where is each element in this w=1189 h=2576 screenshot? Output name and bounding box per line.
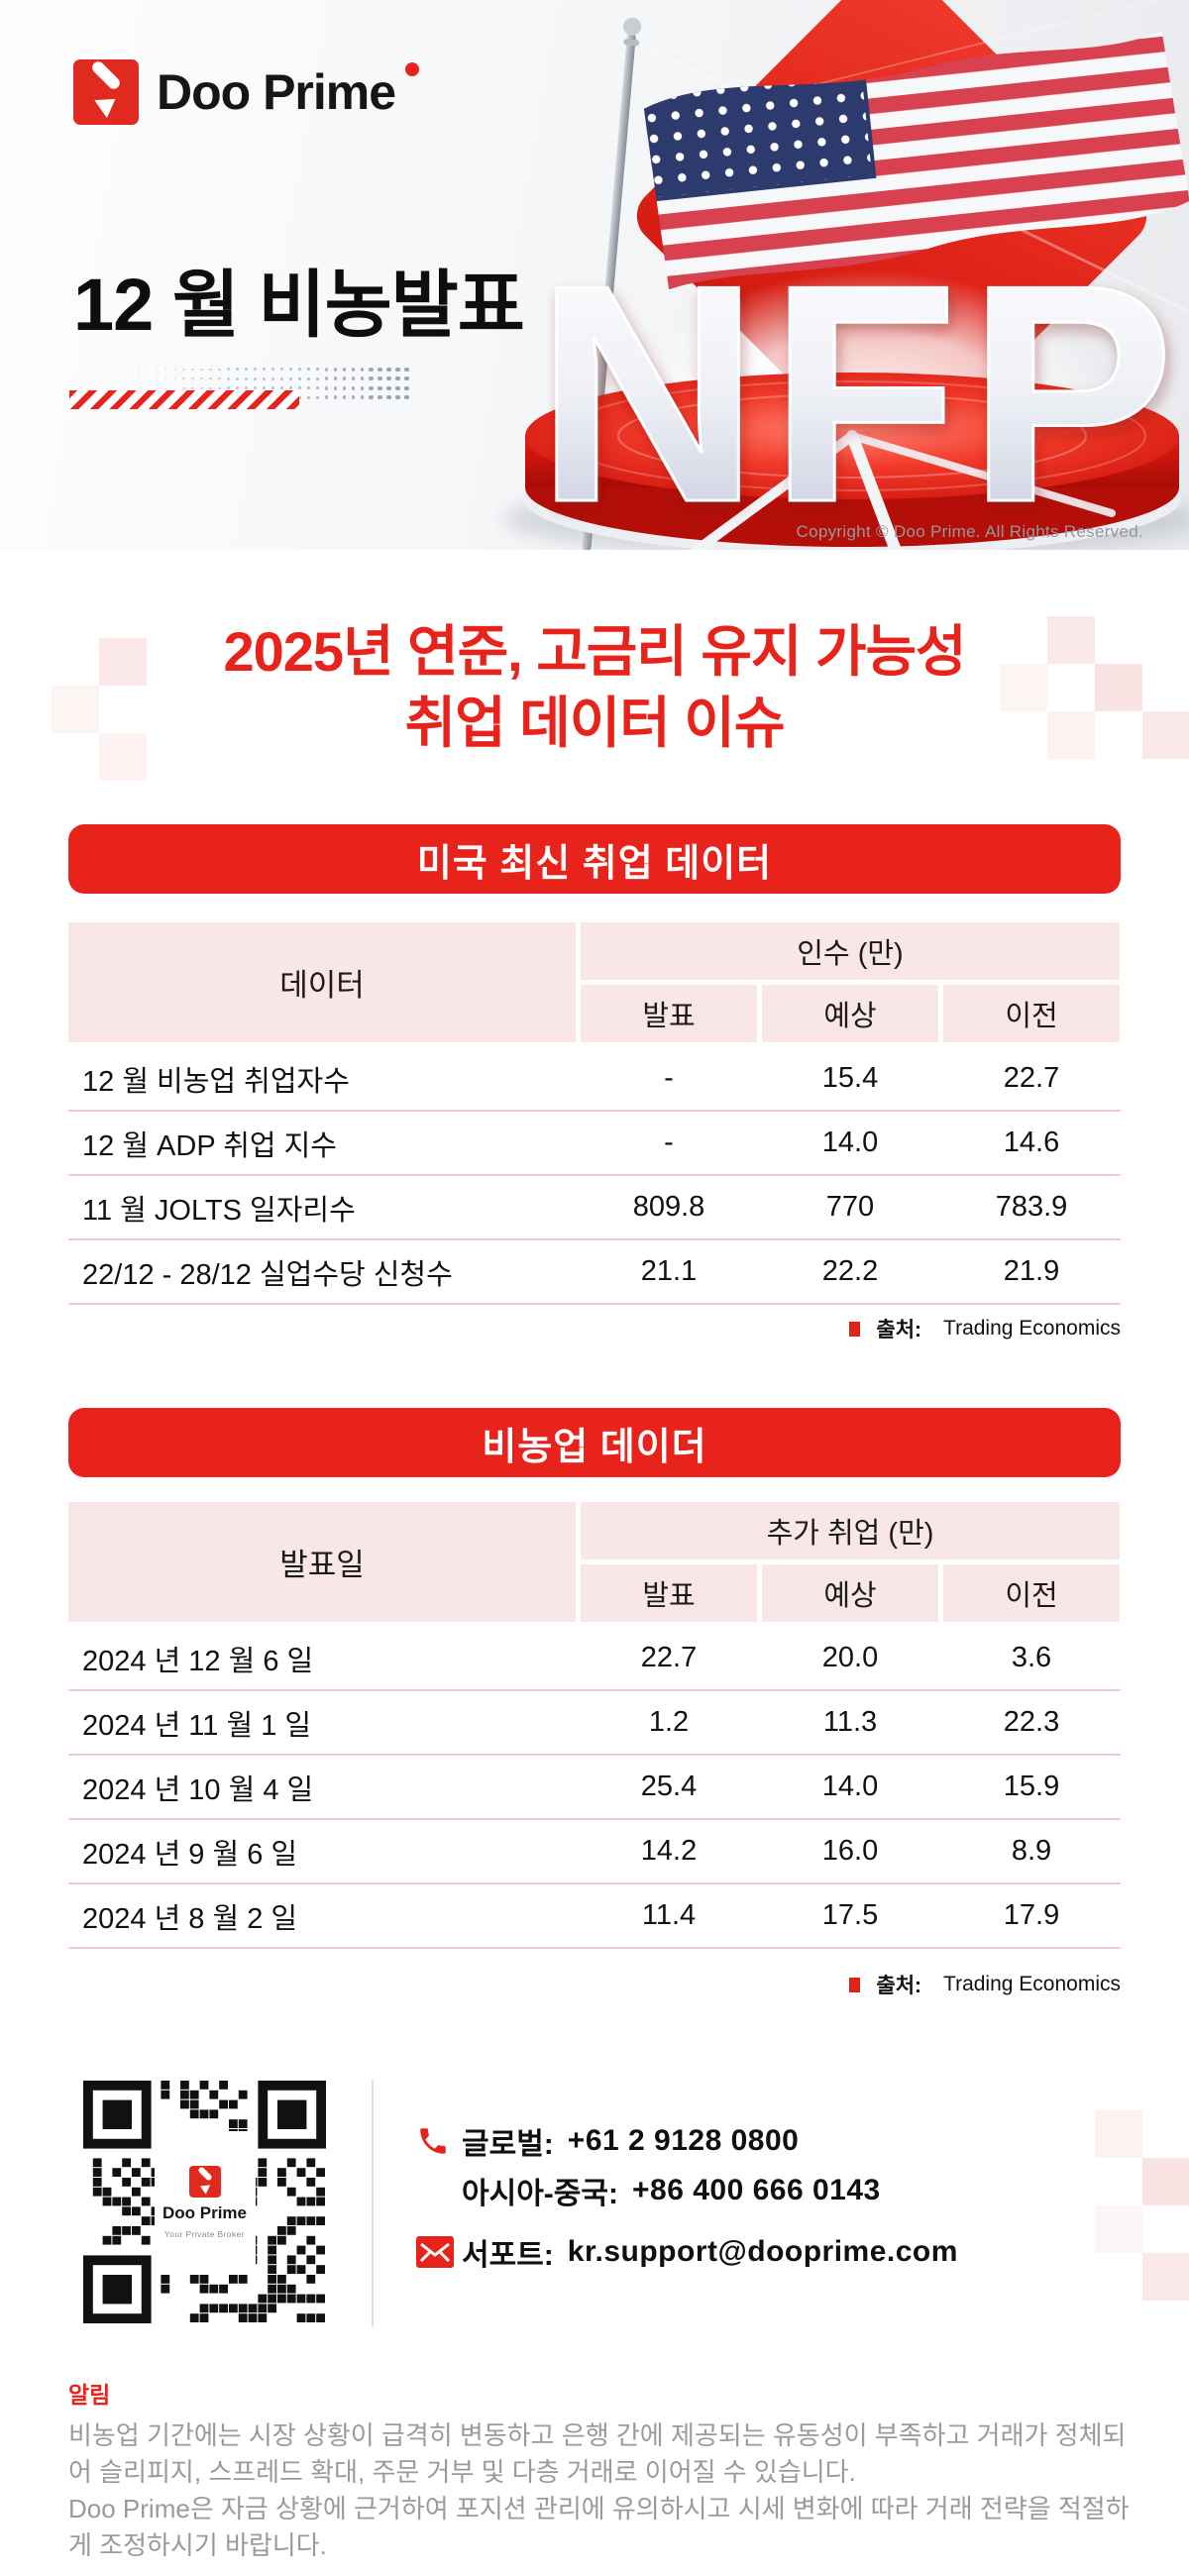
- nfp-table-header: 발표일 추가 취업 (만) 발표 예상 이전: [68, 1502, 1121, 1622]
- podium: [503, 373, 1189, 550]
- nfp-3d-text: NFP: [536, 222, 1184, 550]
- contact-support: 서포트: kr.support@dooprime.com: [416, 2227, 958, 2277]
- section-title-employment: 미국 최신 취업 데이터: [68, 824, 1121, 894]
- asia-phone-number: +86 400 666 0143: [631, 2174, 881, 2206]
- source-bullet-icon: [849, 1321, 861, 1337]
- nfp-header-announced: 발표: [581, 1564, 757, 1622]
- pie-slice-cuts: [691, 430, 1116, 550]
- table-row: 2024 년 12 월 6 일 22.7 20.0 3.6: [68, 1627, 1121, 1691]
- nfp-header-expected: 예상: [762, 1564, 938, 1622]
- checker-decoration-footer: [0, 2100, 1189, 2318]
- doo-prime-logo-text: Doo Prime: [157, 62, 419, 121]
- disclaimer-paragraph: 비농업 기간에는 시장 상황이 급격히 변동하고 은행 간에 제공되는 유동성이…: [68, 2420, 1127, 2487]
- table-row: 22/12 - 28/12 실업수당 신청수 21.1 22.2 21.9: [68, 1240, 1121, 1305]
- support-email[interactable]: kr.support@dooprime.com: [567, 2235, 958, 2268]
- table-row: 12 월 비농업 취업자수 - 15.4 22.7: [68, 1047, 1121, 1112]
- copyright-text: Copyright © Doo Prime. All Rights Reserv…: [796, 522, 1143, 541]
- employment-table-header: 데이터 인수 (만) 발표 예상 이전: [68, 922, 1121, 1042]
- table-row: 2024 년 10 월 4 일 25.4 14.0 15.9: [68, 1756, 1121, 1820]
- table-row: 12 월 ADP 취업 지수 - 14.0 14.6: [68, 1112, 1121, 1176]
- disclaimer-paragraph: Doo Prime은 자금 상황에 근거하여 포지션 관리에 유의하시고 시세 …: [68, 2493, 1130, 2560]
- doo-prime-logo: Doo Prime: [73, 59, 419, 125]
- checker-decoration-heading: [0, 612, 1189, 781]
- nfp-header-date: 발표일: [68, 1502, 576, 1622]
- contact-asia: 아시아-중국: +86 400 666 0143: [462, 2174, 881, 2210]
- footer-divider: [372, 2079, 374, 2326]
- table-row: 11 월 JOLTS 일자리수 809.8 770 783.9: [68, 1176, 1121, 1240]
- global-phone-number: +61 2 9128 0800: [567, 2124, 800, 2157]
- contact-block: 글로벌: +61 2 9128 0800 아시아-중국: +86 400 666…: [416, 2116, 958, 2277]
- phone-icon: [416, 2124, 462, 2158]
- qr-code: Doo Prime Your Private Broker: [83, 2081, 326, 2323]
- disclaimer-title: 알림: [68, 2382, 111, 2408]
- main-heading-line1: 2025년 연준, 고금리 유지 가능성: [223, 620, 966, 683]
- nfp-header-group: 추가 취업 (만): [581, 1502, 1120, 1559]
- employment-header-announced: 발표: [581, 985, 757, 1042]
- main-heading-line2: 취업 데이터 이슈: [404, 691, 786, 754]
- contact-global: 글로벌: +61 2 9128 0800: [416, 2116, 958, 2166]
- employment-header-previous: 이전: [943, 985, 1120, 1042]
- employment-header-data: 데이터: [68, 922, 576, 1042]
- table-row: 2024 년 8 월 2 일 11.4 17.5 17.9: [68, 1884, 1121, 1949]
- employment-header-expected: 예상: [762, 985, 938, 1042]
- banner-title: 12 월 비농발표: [73, 264, 525, 346]
- employment-header-group: 인수 (만): [581, 922, 1120, 980]
- source-note-nfp: 출처: Trading Economics: [849, 1970, 1121, 1999]
- main-heading: 2025년 연준, 고금리 유지 가능성 취업 데이터 이슈: [0, 616, 1189, 758]
- nfp-header-previous: 이전: [943, 1564, 1120, 1622]
- envelope-icon: [416, 2236, 462, 2268]
- nfp-banner-art: NFP: [503, 0, 1189, 550]
- doo-prime-logo-icon: [73, 59, 139, 125]
- logo-i-dot: [405, 62, 419, 76]
- nfp-table-body: 2024 년 12 월 6 일 22.7 20.0 3.6 2024 년 11 …: [68, 1627, 1121, 1949]
- qr-center-logo: Doo Prime Your Private Broker: [154, 2130, 256, 2274]
- section-title-nfp: 비농업 데이더: [68, 1408, 1121, 1477]
- disclaimer: 알림 비농업 기간에는 시장 상황이 급격히 변동하고 은행 간에 제공되는 유…: [68, 2376, 1136, 2564]
- banner: NFP Doo Prime 12 월 비농발표 Copyright © Doo …: [0, 0, 1189, 550]
- dots-decoration: [117, 365, 411, 402]
- employment-table-body: 12 월 비농업 취업자수 - 15.4 22.7 12 월 ADP 취업 지수…: [68, 1047, 1121, 1305]
- source-note-employment: 출처: Trading Economics: [849, 1314, 1121, 1343]
- table-row: 2024 년 11 월 1 일 1.2 11.3 22.3: [68, 1691, 1121, 1756]
- table-row: 2024 년 9 월 6 일 14.2 16.0 8.9: [68, 1820, 1121, 1884]
- stripes-decoration: [69, 390, 299, 409]
- doo-prime-logo-icon: [188, 2165, 221, 2198]
- source-bullet-icon: [849, 1977, 861, 1992]
- qr-code-pattern: [83, 2081, 326, 2323]
